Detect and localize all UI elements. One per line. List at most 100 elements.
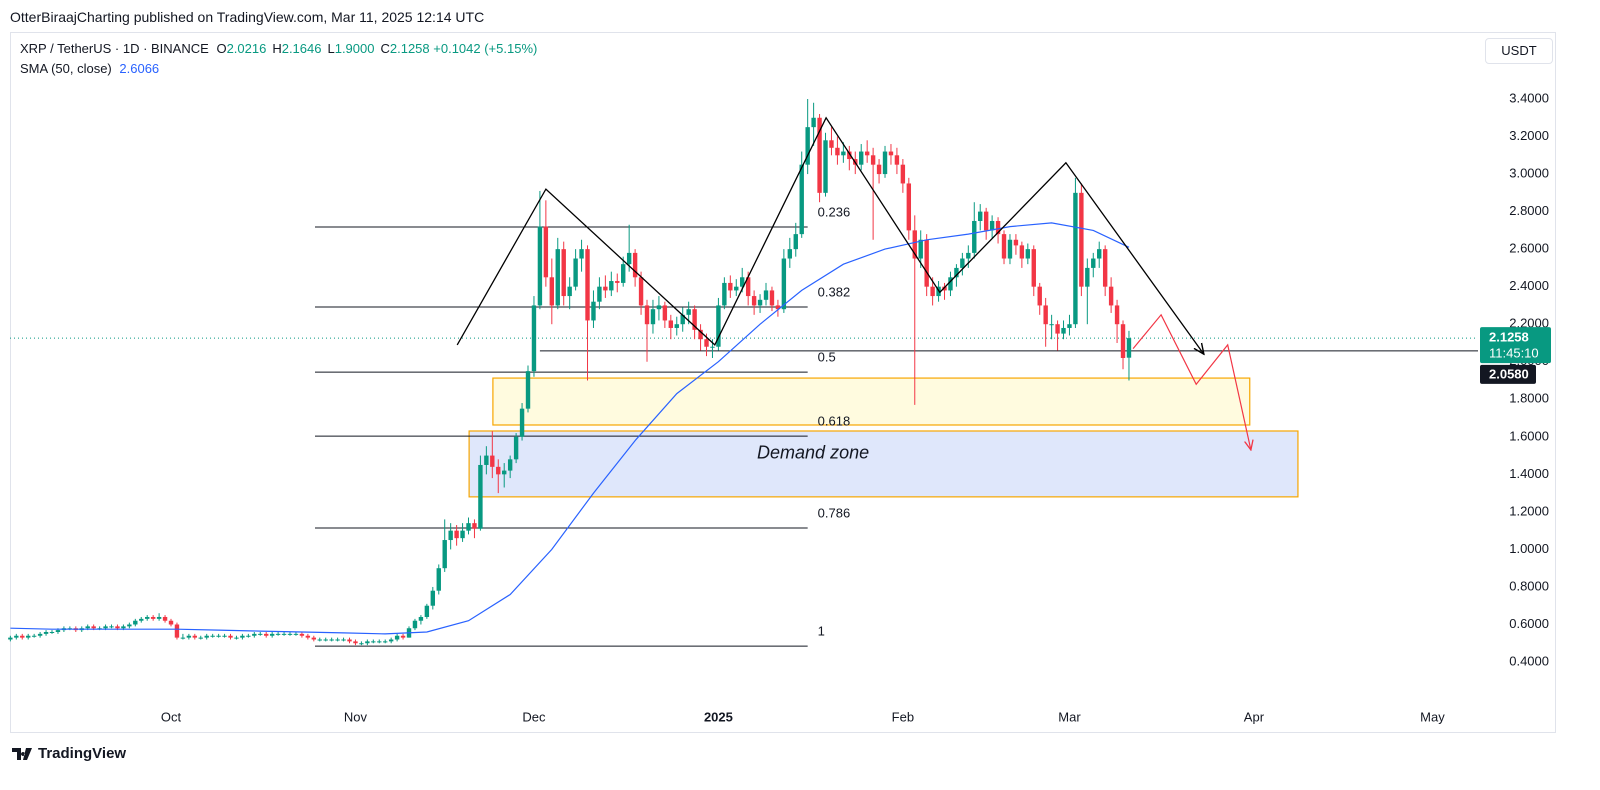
candle-body — [335, 639, 340, 641]
candle-body — [948, 277, 953, 291]
candle-body — [924, 239, 929, 287]
candle-body — [121, 626, 126, 629]
candle-body — [353, 641, 358, 644]
y-tick-label: 0.4000 — [1509, 653, 1549, 668]
candle-body — [400, 635, 406, 638]
candle-body — [305, 635, 311, 638]
candle-body — [644, 305, 650, 325]
zone — [492, 377, 1251, 426]
candle-body — [234, 637, 239, 639]
candle-body — [960, 258, 965, 268]
candle-body — [591, 301, 596, 321]
candle-body — [341, 639, 346, 641]
candle-body — [668, 320, 674, 328]
candle-body — [793, 234, 798, 250]
ohlc-key: L — [327, 41, 335, 56]
candle-body — [638, 277, 644, 306]
candle-body — [323, 639, 328, 641]
candle-body — [549, 277, 555, 306]
candle-body — [448, 530, 453, 541]
candle-body — [1067, 324, 1072, 328]
candle-body — [626, 252, 632, 265]
candle-body — [192, 635, 198, 638]
fib-label: 0.618 — [818, 414, 851, 429]
candle-body — [704, 339, 709, 347]
x-tick-label: Dec — [522, 709, 546, 724]
fib-label: 0.786 — [818, 505, 851, 520]
candle-body — [281, 633, 287, 635]
candle-body — [507, 459, 513, 471]
candle-body — [870, 155, 876, 165]
sma-legend: SMA (50, close) 2.6066 — [20, 61, 159, 76]
candle-body — [805, 127, 810, 165]
candle-body — [1037, 286, 1042, 306]
ohlc-value: 1.9000 — [334, 41, 375, 56]
candle-body — [424, 605, 430, 617]
y-tick-label: 2.6000 — [1509, 241, 1549, 256]
candle-body — [436, 568, 441, 591]
candle-body — [1061, 327, 1066, 334]
candle-body — [1102, 249, 1108, 287]
candle-body — [757, 299, 763, 306]
y-tick-label: 2.4000 — [1509, 278, 1549, 293]
candle-body — [1049, 324, 1054, 326]
currency-button[interactable]: USDT — [1485, 38, 1553, 64]
candle-body — [150, 616, 156, 619]
candle-body — [823, 140, 828, 193]
candle-body — [162, 616, 168, 621]
candle-body — [817, 117, 822, 193]
candle-body — [621, 264, 626, 283]
candle-body — [180, 637, 186, 639]
x-tick-label: Apr — [1244, 709, 1265, 724]
candle-body — [502, 470, 507, 475]
publisher-line: OtterBiraajCharting published on Trading… — [10, 9, 485, 25]
candle-body — [168, 620, 174, 625]
candle-body — [174, 624, 180, 638]
x-tick-label: Nov — [344, 709, 368, 724]
candle-body — [519, 408, 525, 437]
candle-body — [377, 641, 382, 643]
x-tick-label: 2025 — [704, 709, 733, 724]
countdown-label: 11:45:10 — [1489, 346, 1539, 361]
y-tick-label: 1.2000 — [1509, 503, 1549, 518]
candle-body — [418, 616, 424, 621]
last-price-box — [1480, 327, 1551, 364]
candle-body — [579, 249, 584, 259]
brand-name: TradingView — [38, 745, 127, 762]
candle-body — [49, 631, 55, 633]
candle-body — [490, 455, 495, 467]
y-tick-label: 3.4000 — [1509, 90, 1549, 105]
sma-line — [10, 222, 1130, 635]
candle-body — [85, 626, 90, 629]
candle-body — [841, 151, 846, 156]
candle-body — [728, 282, 733, 291]
candle-body — [1091, 258, 1096, 268]
last-price-label: 2.1258 — [1489, 330, 1529, 345]
candle-body — [329, 639, 334, 641]
y-tick-label: 3.0000 — [1509, 166, 1549, 181]
candle-body — [1043, 305, 1048, 325]
candle-body — [460, 530, 465, 539]
candle-body — [680, 314, 685, 325]
candle-body — [734, 286, 739, 291]
ohlc-value: 2.1258 — [389, 41, 430, 56]
fib-label: 1 — [818, 624, 825, 639]
candle-body — [109, 626, 114, 628]
ohlc-value: 2.1646 — [281, 41, 322, 56]
candle-body — [829, 140, 834, 148]
y-tick-label: 2.2000 — [1509, 316, 1549, 331]
candle-body — [442, 540, 447, 569]
candle-body — [787, 249, 793, 259]
candle-body — [716, 305, 721, 347]
candle-body — [1013, 239, 1019, 246]
pattern-line — [456, 116, 1204, 354]
candle-body — [1055, 324, 1060, 334]
candle-body — [103, 626, 108, 629]
candle-body — [894, 155, 900, 165]
candle-body — [686, 309, 691, 315]
support-price-label: 2.0580 — [1489, 366, 1529, 381]
candle-body — [204, 635, 209, 638]
candle-body — [198, 637, 203, 639]
candle-body — [383, 641, 388, 643]
